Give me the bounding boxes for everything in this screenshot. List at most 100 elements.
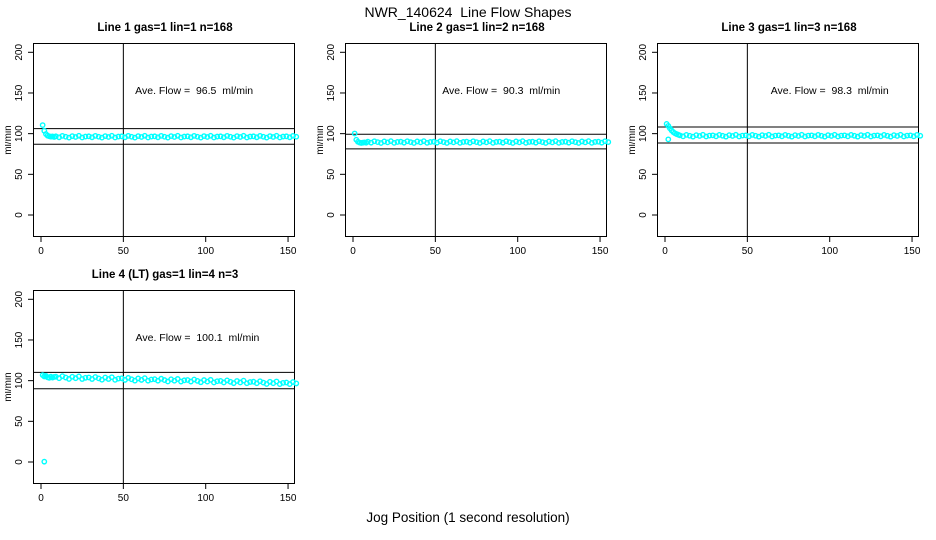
flow-point: [257, 132, 263, 139]
flow-point: [79, 134, 86, 141]
flow-point: [569, 138, 575, 145]
flow-point: [605, 139, 612, 146]
flow-point: [496, 138, 503, 145]
flow-point: [161, 133, 168, 140]
flow-point: [125, 132, 132, 139]
flow-point: [62, 133, 69, 140]
reference-lines: [33, 290, 295, 484]
panel-title-line2: Line 2 gas=1 lin=2 n=168: [409, 22, 545, 34]
flow-point: [447, 138, 454, 145]
flow-point: [572, 139, 579, 146]
x-tick-label: 150: [592, 246, 609, 257]
reference-lines: [657, 43, 919, 237]
x-tick-label: 0: [38, 493, 44, 504]
flow-point: [874, 132, 881, 139]
flow-point: [351, 130, 358, 137]
panel-title-line4: Line 4 (LT) gas=1 lin=4 n=3: [91, 269, 239, 281]
flow-point: [693, 132, 700, 139]
flow-point: [602, 138, 608, 145]
y-axis: 0 50 100 150 200 ml/min: [629, 44, 657, 218]
panel-title-line1: Line 1 gas=1 lin=1 n=168: [97, 22, 233, 34]
flow-point: [539, 139, 546, 146]
plot-line3: 0 50 100 150 200 ml/min 0 50 100 150 Ave. Flow = 9…: [629, 43, 924, 257]
flow-point: [276, 134, 283, 141]
flow-point: [904, 132, 911, 139]
x-tick-label: 0: [38, 246, 44, 257]
data-points: [39, 372, 300, 465]
x-tick-label: 50: [742, 246, 754, 257]
flow-point: [112, 134, 119, 141]
flow-point: [900, 133, 907, 140]
flow-point: [41, 458, 48, 465]
flow-point: [128, 133, 135, 140]
flow-point: [792, 132, 799, 139]
flow-point: [394, 139, 401, 145]
flow-point: [719, 132, 726, 139]
flow-point: [194, 133, 201, 140]
flow-point: [397, 138, 404, 145]
flow-point: [529, 138, 536, 145]
flow-point: [917, 132, 924, 139]
flow-point: [82, 133, 89, 140]
y-axis-title: ml/min: [5, 125, 14, 154]
flow-point: [726, 132, 733, 139]
flow-point: [473, 139, 480, 146]
flow-point: [546, 138, 552, 145]
flow-point: [493, 139, 500, 145]
flow-point: [39, 122, 46, 129]
flow-point: [703, 133, 710, 140]
flow-point: [818, 132, 825, 139]
y-tick-label: 100: [14, 125, 25, 142]
y-tick-label: 100: [14, 372, 25, 389]
y-axis: 0 50 100 150 200 ml/min: [5, 44, 33, 218]
flow-point: [470, 138, 477, 145]
flow-point: [178, 134, 184, 141]
flow-point: [463, 138, 470, 145]
x-tick-label: 100: [197, 493, 214, 504]
x-tick-label: 50: [118, 246, 130, 257]
flow-point: [884, 132, 891, 139]
flow-point: [214, 133, 221, 140]
flow-point: [115, 375, 122, 382]
flow-point: [523, 139, 529, 146]
flow-point: [891, 132, 897, 139]
flow-point: [785, 132, 792, 139]
flow-point: [742, 132, 749, 139]
flow-point: [181, 377, 188, 384]
flow-point: [148, 133, 155, 140]
flow-point: [802, 133, 808, 140]
flow-point: [881, 131, 887, 138]
y-axis-title: ml/min: [629, 125, 638, 154]
flow-point: [59, 132, 66, 139]
flow-point: [457, 139, 463, 146]
y-tick-label: 100: [638, 125, 649, 142]
flow-point: [69, 133, 76, 139]
flow-point: [217, 133, 224, 140]
flow-point: [280, 133, 287, 140]
flow-point: [234, 133, 240, 139]
y-tick-label: 100: [326, 125, 337, 142]
flow-point: [92, 132, 99, 139]
flow-point: [227, 133, 234, 140]
x-tick-label: 0: [350, 246, 356, 257]
flow-point: [871, 132, 878, 139]
y-tick-label: 150: [638, 84, 649, 101]
flow-point: [490, 139, 496, 146]
flow-point: [588, 139, 595, 146]
y-tick-label: 200: [638, 44, 649, 61]
flow-point: [364, 138, 371, 145]
plot-line4: 0 50 100 150 200 ml/min 0 50 100 150 Ave. Flow = 1…: [5, 290, 300, 504]
flow-point: [665, 136, 672, 143]
flow-point: [858, 132, 864, 139]
y-axis-title: ml/min: [5, 372, 14, 401]
x-tick-label: 150: [280, 493, 297, 504]
flow-point: [805, 132, 812, 139]
flow-point: [480, 138, 487, 145]
flow-point: [848, 131, 855, 138]
flow-point: [374, 139, 381, 146]
flow-point: [250, 133, 257, 140]
flow-point: [184, 133, 191, 140]
y-axis-title: ml/min: [317, 125, 326, 154]
flow-point: [371, 138, 378, 145]
flow-point: [293, 380, 300, 387]
